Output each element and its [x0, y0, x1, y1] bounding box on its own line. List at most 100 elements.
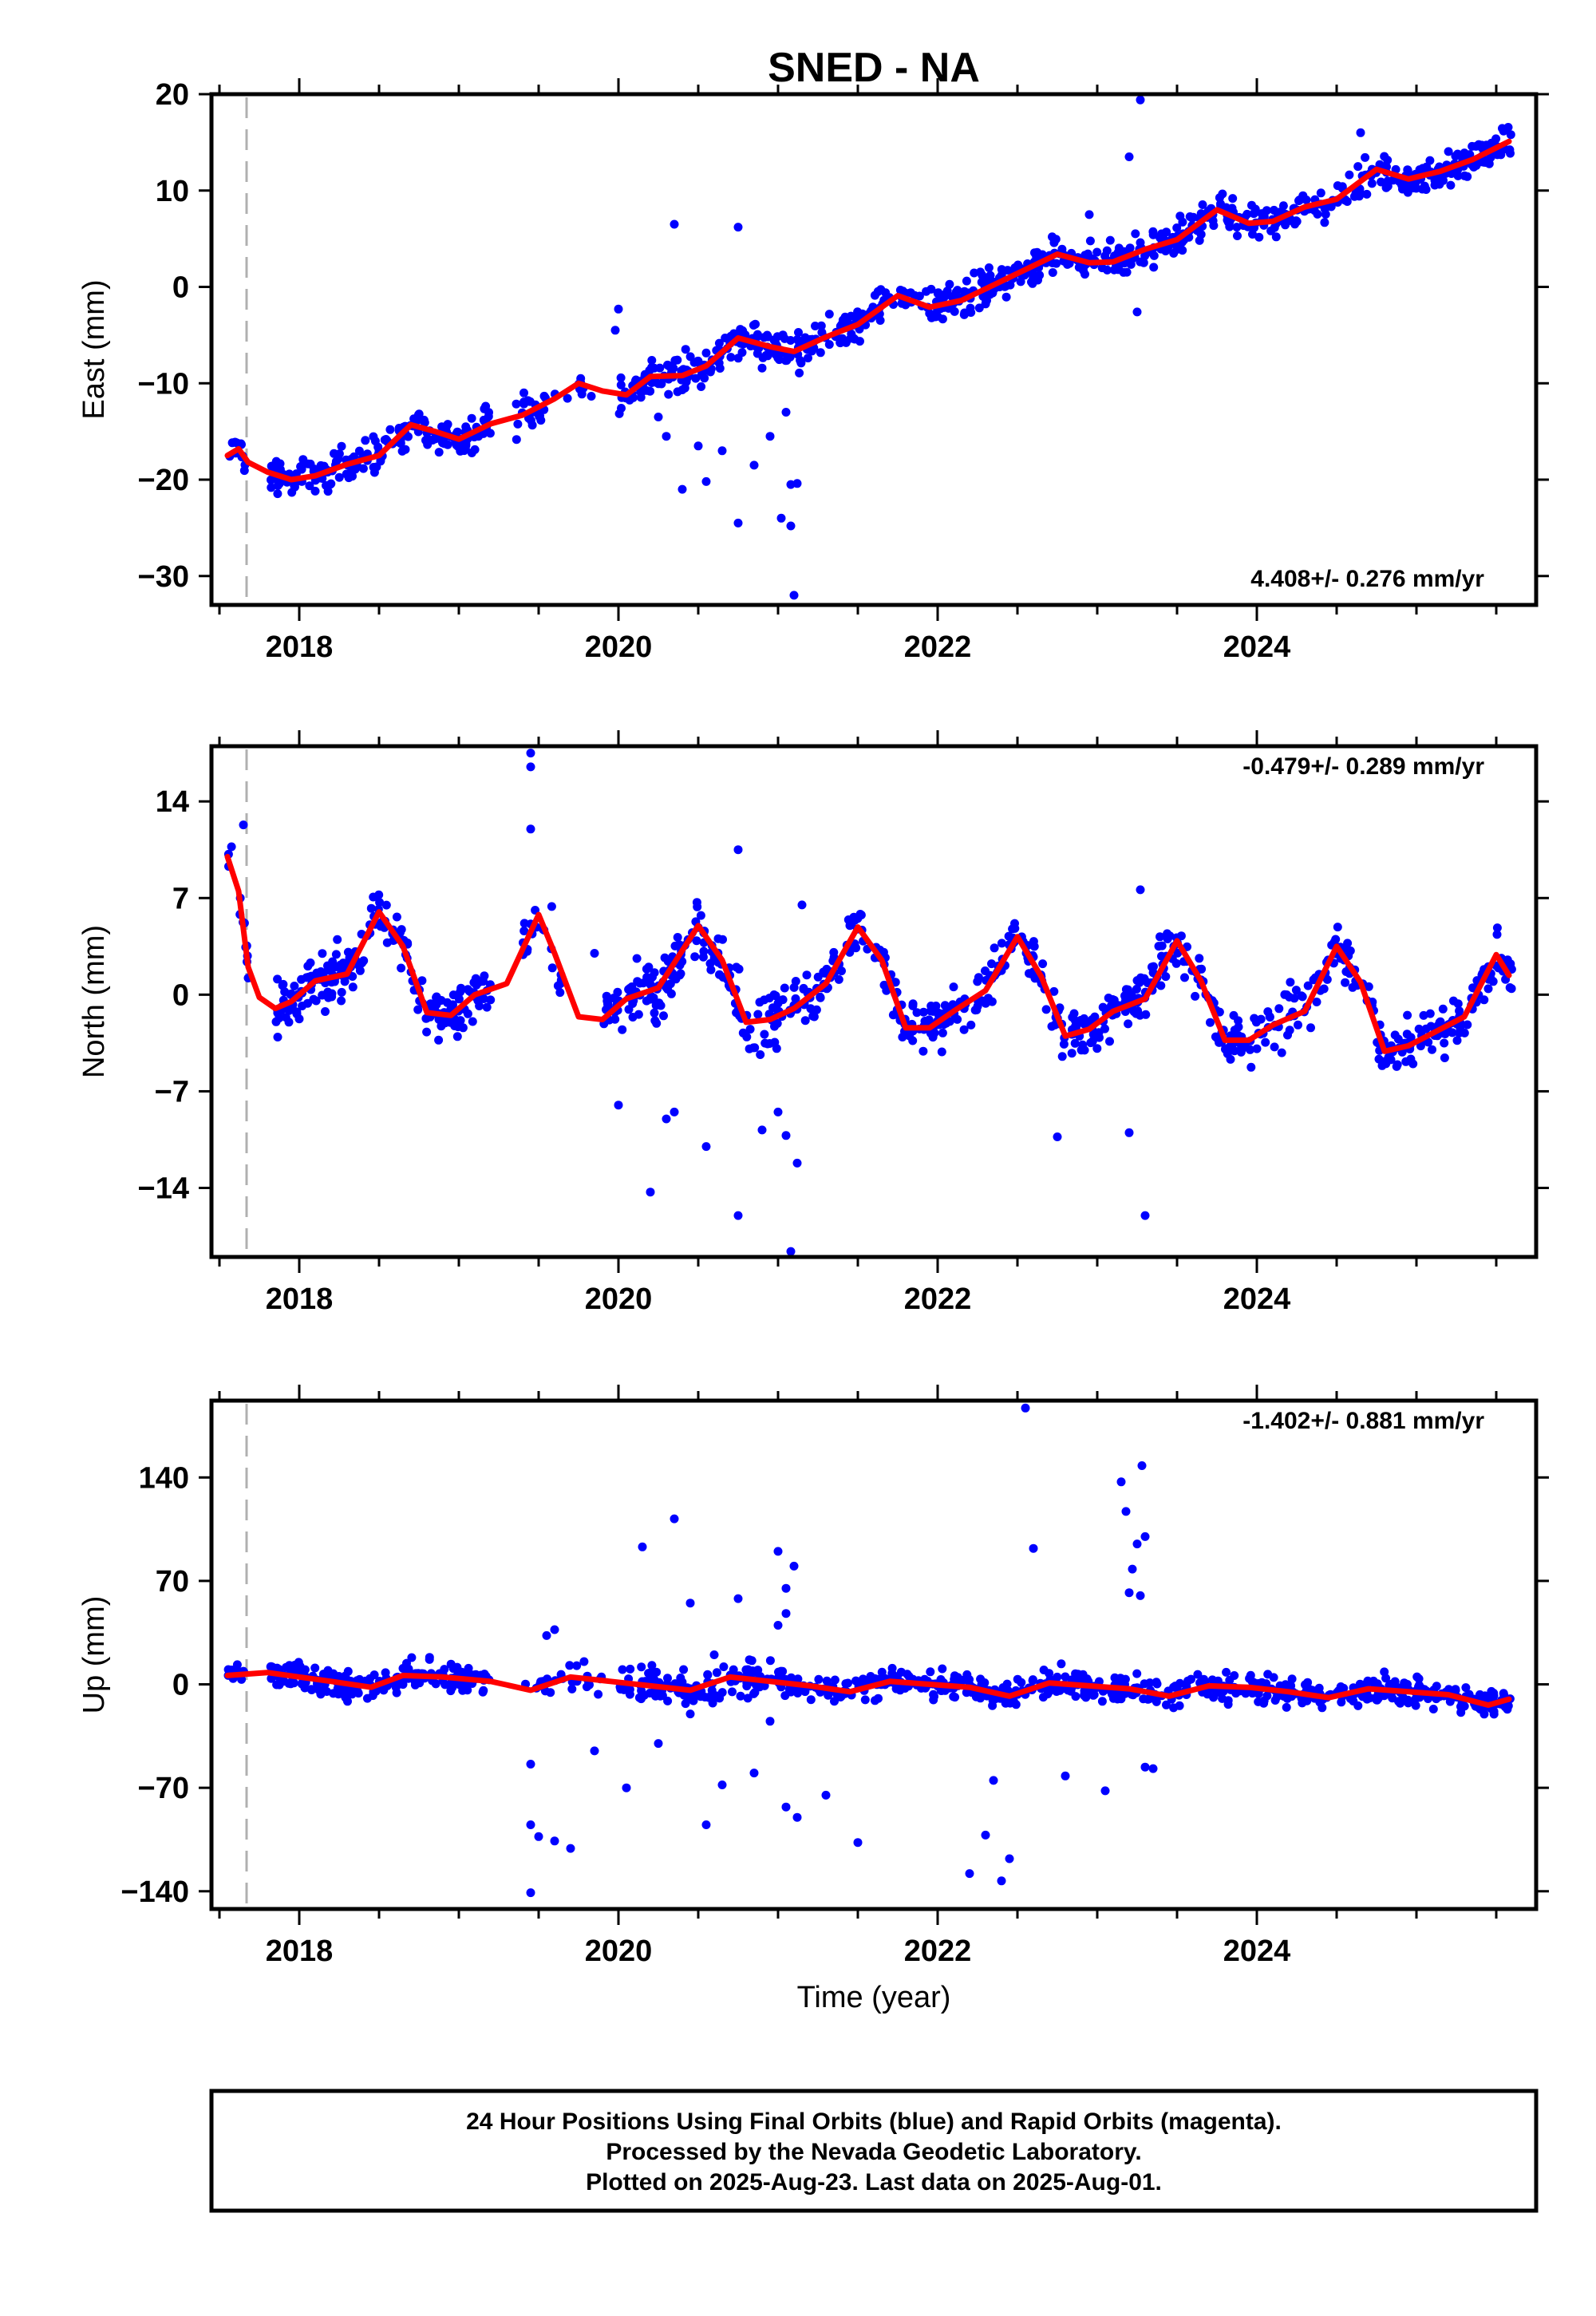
north-data-point	[692, 936, 701, 946]
up-data-point	[1464, 1690, 1474, 1699]
up-outlier-point	[701, 1820, 711, 1829]
east-outlier-point	[789, 591, 799, 600]
north-outlier-point	[1136, 885, 1145, 895]
north-data-point	[855, 910, 865, 919]
north-data-point	[908, 1001, 918, 1010]
east-x-tick-label: 2020	[585, 630, 653, 664]
north-data-point	[422, 1027, 432, 1037]
north-data-point	[333, 962, 342, 972]
north-data-point	[1440, 1053, 1449, 1062]
up-data-point	[988, 1701, 998, 1710]
up-outlier-point	[717, 1780, 727, 1789]
east-data-point	[981, 299, 990, 309]
north-data-point	[772, 1044, 781, 1053]
east-outlier-point	[654, 413, 663, 421]
east-data-point	[467, 413, 476, 423]
up-data-point	[1225, 1675, 1235, 1685]
north-data-point	[355, 966, 365, 975]
north-data-point	[1049, 986, 1059, 996]
east-x-tick-label: 2018	[266, 630, 334, 664]
east-data-point	[855, 337, 864, 346]
north-data-point	[1206, 1018, 1215, 1027]
north-data-point	[1463, 1020, 1472, 1030]
up-data-point	[689, 1691, 698, 1701]
up-panel: 2018 2020 2022 2024 140 70 0 −70 −140 Up (mm) -1.4…	[77, 1385, 1549, 1968]
up-data-point	[565, 1661, 575, 1670]
north-data-point	[298, 1002, 307, 1010]
north-data-point	[660, 953, 670, 962]
north-data-point	[648, 972, 657, 982]
east-data-point	[1249, 209, 1258, 219]
north-data-point	[1488, 977, 1498, 986]
north-data-point	[297, 974, 306, 984]
north-data-point	[692, 898, 701, 907]
north-data-point	[851, 943, 861, 953]
up-data-point	[1223, 1700, 1233, 1709]
north-outlier-point	[590, 949, 599, 958]
east-data-point	[1468, 141, 1477, 151]
north-data-point	[1090, 1012, 1100, 1022]
north-data-point	[275, 1014, 284, 1023]
north-data-point	[555, 988, 565, 998]
east-data-point	[984, 263, 994, 272]
east-data-point	[1131, 229, 1140, 239]
east-trend-line	[224, 138, 1512, 483]
north-data-point	[609, 994, 618, 1003]
up-outlier-point	[781, 1583, 791, 1593]
east-outlier-point	[614, 304, 623, 314]
up-data-point	[1336, 1684, 1345, 1694]
north-outlier-point	[781, 1131, 791, 1140]
up-data-point	[647, 1661, 657, 1670]
north-data-point	[634, 1010, 643, 1019]
east-y-tick-label: 0	[172, 271, 189, 305]
up-outlier-point	[566, 1844, 575, 1853]
north-data-point	[294, 1014, 304, 1024]
north-data-point	[1246, 1045, 1254, 1054]
up-data-point	[579, 1657, 589, 1666]
up-outlier-point	[1148, 1764, 1158, 1773]
up-data-point	[1282, 1694, 1292, 1703]
up-data-point	[1039, 1666, 1049, 1674]
up-data-point	[703, 1670, 713, 1679]
east-data-point	[950, 306, 959, 316]
up-outlier-point	[590, 1746, 599, 1756]
north-data-point	[624, 985, 634, 994]
east-data-point	[1228, 194, 1238, 204]
east-data-point	[1313, 209, 1322, 219]
up-data-point	[1152, 1697, 1161, 1706]
up-data-point	[741, 1665, 751, 1674]
north-data-point	[696, 911, 705, 920]
north-data-point	[1303, 981, 1313, 990]
up-outlier-point	[1100, 1786, 1110, 1796]
east-data-point	[479, 415, 488, 425]
east-data-point	[1345, 170, 1354, 180]
up-outlier-point	[997, 1876, 1006, 1886]
north-data-point	[1120, 991, 1129, 1001]
north-data-point	[1294, 1020, 1302, 1030]
up-outlier-point	[1132, 1539, 1142, 1549]
north-data-point	[1213, 1034, 1223, 1043]
east-data-point	[305, 481, 314, 491]
north-data-point	[650, 1016, 660, 1026]
north-data-point	[970, 1006, 980, 1015]
east-data-point	[1027, 277, 1036, 287]
east-data-point	[1254, 232, 1264, 242]
east-data-point	[1001, 281, 1011, 290]
north-data-point	[603, 998, 612, 1008]
east-outlier-point	[717, 446, 727, 456]
east-data-point	[663, 360, 672, 370]
east-x-tick-label: 2022	[904, 630, 972, 664]
up-data-point	[1411, 1701, 1420, 1710]
east-data-point	[385, 425, 395, 434]
north-data-point	[1132, 984, 1141, 994]
up-data-point	[1066, 1686, 1076, 1696]
up-data-point	[1404, 1698, 1413, 1708]
east-data-point	[1139, 258, 1148, 267]
up-data-point	[793, 1689, 803, 1697]
east-data-point	[1342, 197, 1352, 206]
east-data-point	[795, 368, 804, 377]
east-data-point	[736, 325, 745, 334]
east-data-point	[1057, 244, 1067, 254]
up-data-point	[1373, 1679, 1382, 1689]
north-data-point	[348, 982, 358, 992]
